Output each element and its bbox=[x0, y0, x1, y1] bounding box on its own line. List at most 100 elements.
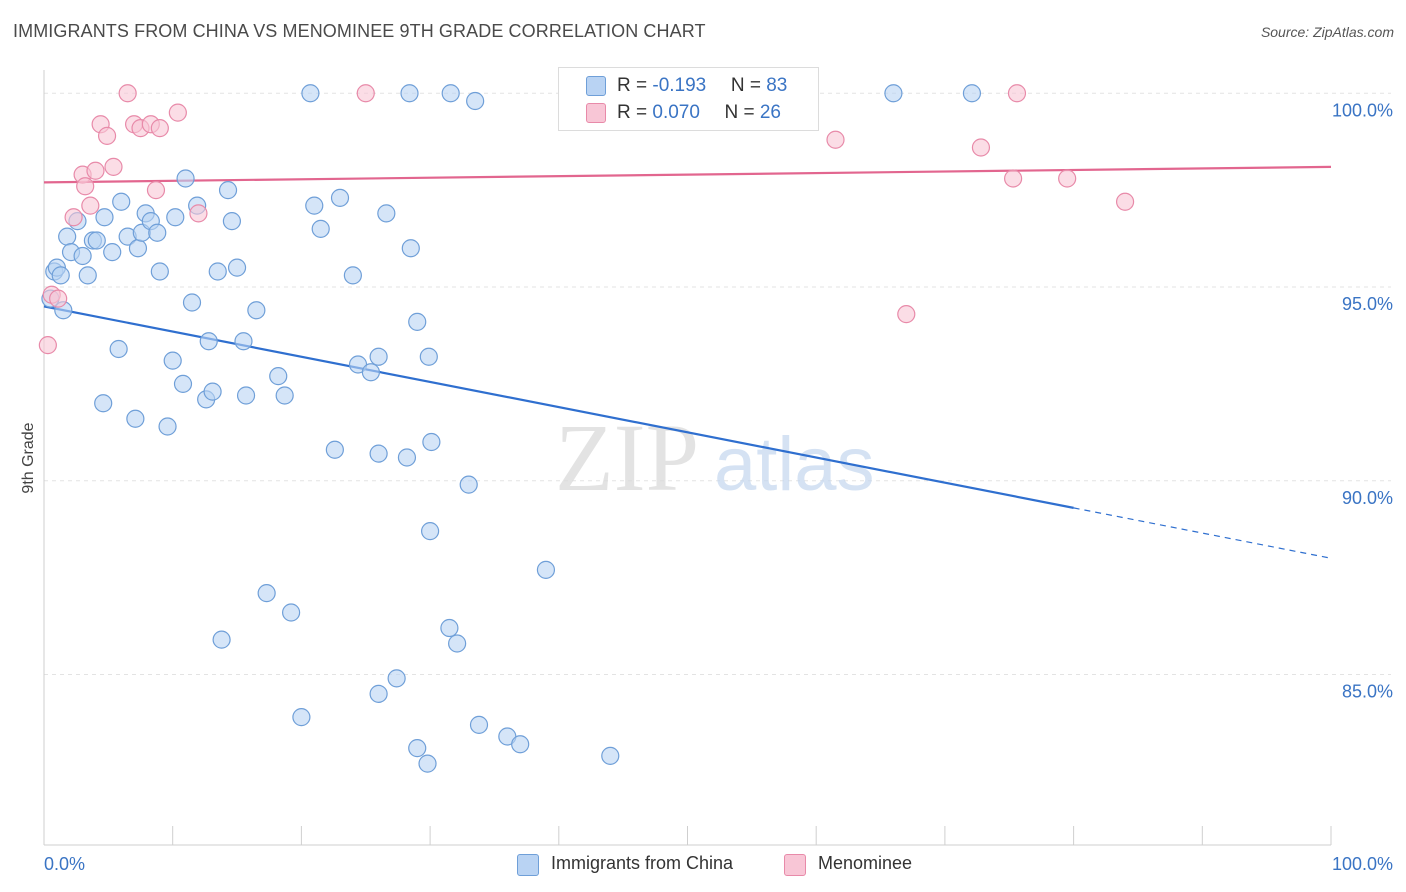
legend-r-value-menominee: 0.070 bbox=[652, 102, 700, 123]
china-point bbox=[292, 708, 311, 727]
watermark: ZIP atlas bbox=[555, 404, 875, 511]
china-point bbox=[369, 347, 388, 366]
china-point bbox=[87, 231, 106, 250]
china-point bbox=[421, 522, 440, 541]
legend-r-label-china: R = bbox=[617, 75, 653, 96]
menominee-point bbox=[1007, 84, 1027, 103]
menominee-point bbox=[971, 138, 991, 157]
correlation-legend: R = -0.193 N = 83 R = 0.070 N = 26 bbox=[558, 67, 819, 131]
china-point bbox=[275, 386, 294, 405]
x-tick-label-max: 100.0% bbox=[1332, 854, 1393, 874]
china-point bbox=[176, 169, 195, 188]
china-point bbox=[182, 293, 202, 312]
legend-r-value-china: -0.193 bbox=[652, 75, 707, 96]
menominee-point bbox=[146, 181, 166, 200]
menominee-point bbox=[189, 204, 208, 223]
china-point bbox=[148, 223, 167, 242]
china-point bbox=[536, 560, 556, 579]
china-point bbox=[884, 84, 903, 103]
china-point bbox=[282, 603, 301, 622]
menominee-point bbox=[81, 196, 100, 215]
menominee-point bbox=[104, 157, 123, 176]
china-point bbox=[311, 219, 330, 238]
china-point bbox=[227, 258, 247, 277]
china-point bbox=[301, 84, 320, 103]
china-point bbox=[257, 584, 276, 603]
legend-label-china: Immigrants from China bbox=[551, 853, 734, 873]
series-legend: Immigrants from China Menominee bbox=[0, 852, 1406, 876]
china-point bbox=[408, 312, 427, 331]
china-point bbox=[441, 84, 460, 103]
china-point bbox=[78, 266, 97, 285]
china-point bbox=[109, 339, 128, 359]
menominee-point bbox=[49, 289, 68, 308]
china-point bbox=[58, 227, 77, 246]
china-point bbox=[361, 363, 380, 382]
china-point bbox=[173, 374, 193, 393]
china-trend-extension bbox=[1073, 507, 1332, 559]
menominee-point bbox=[897, 305, 916, 324]
data-points bbox=[38, 84, 1135, 773]
legend-swatch-china bbox=[586, 76, 606, 96]
china-point bbox=[103, 243, 122, 262]
china-point bbox=[400, 84, 419, 103]
menominee-point bbox=[1004, 169, 1023, 188]
menominee-trend-line bbox=[43, 165, 1332, 184]
chart-source: Source: ZipAtlas.com bbox=[1260, 24, 1394, 40]
menominee-point bbox=[826, 130, 845, 149]
china-point bbox=[128, 239, 148, 258]
legend-r-label-menominee: R = bbox=[617, 102, 653, 123]
china-point bbox=[511, 735, 530, 754]
menominee-point bbox=[1115, 192, 1135, 211]
menominee-point bbox=[1058, 169, 1077, 188]
x-tick-label-min: 0.0% bbox=[44, 854, 85, 874]
china-point bbox=[236, 386, 256, 405]
y-tick-labels: 100.0% 95.0% 90.0% 85.0% bbox=[1332, 100, 1393, 701]
china-point bbox=[163, 351, 182, 370]
china-point bbox=[222, 212, 242, 231]
china-point bbox=[51, 266, 70, 285]
china-point bbox=[199, 332, 218, 351]
china-point bbox=[369, 444, 388, 463]
china-point bbox=[212, 630, 231, 649]
x-tick-labels: 0.0% 100.0% bbox=[44, 854, 1393, 874]
china-point bbox=[218, 181, 238, 200]
china-point bbox=[448, 634, 467, 653]
menominee-point bbox=[86, 161, 105, 180]
legend-swatch-menominee bbox=[586, 103, 606, 123]
y-tick-label: 100.0% bbox=[1332, 100, 1393, 120]
legend-n-label-menominee: N = bbox=[724, 102, 760, 123]
china-point bbox=[166, 208, 185, 227]
china-point bbox=[234, 332, 253, 351]
menominee-point bbox=[118, 84, 137, 103]
legend-swatch-menominee-bottom bbox=[784, 854, 806, 876]
china-point bbox=[94, 394, 113, 413]
menominee-point bbox=[38, 336, 57, 355]
china-point bbox=[247, 301, 266, 320]
china-point bbox=[203, 382, 222, 401]
legend-n-value-china: 83 bbox=[766, 75, 788, 96]
china-point bbox=[305, 196, 324, 215]
menominee-point bbox=[168, 103, 187, 122]
china-point bbox=[408, 739, 427, 758]
menominee-point bbox=[97, 126, 117, 145]
china-point bbox=[158, 417, 177, 436]
legend-n-value-menominee: 26 bbox=[759, 102, 781, 123]
china-point bbox=[387, 669, 406, 688]
china-point bbox=[397, 448, 417, 467]
china-point bbox=[269, 367, 288, 386]
china-point bbox=[325, 440, 344, 459]
china-point bbox=[330, 188, 350, 207]
watermark-zip: ZIP bbox=[555, 404, 699, 511]
china-point bbox=[343, 266, 362, 285]
legend-swatch-china-bottom bbox=[517, 854, 539, 876]
china-point bbox=[440, 618, 459, 638]
china-point bbox=[962, 84, 982, 103]
y-tick-label: 85.0% bbox=[1342, 682, 1393, 702]
china-point bbox=[418, 754, 437, 773]
china-point bbox=[601, 746, 620, 765]
menominee-point bbox=[64, 208, 83, 227]
y-tick-label: 95.0% bbox=[1342, 294, 1393, 314]
china-point bbox=[377, 204, 396, 223]
